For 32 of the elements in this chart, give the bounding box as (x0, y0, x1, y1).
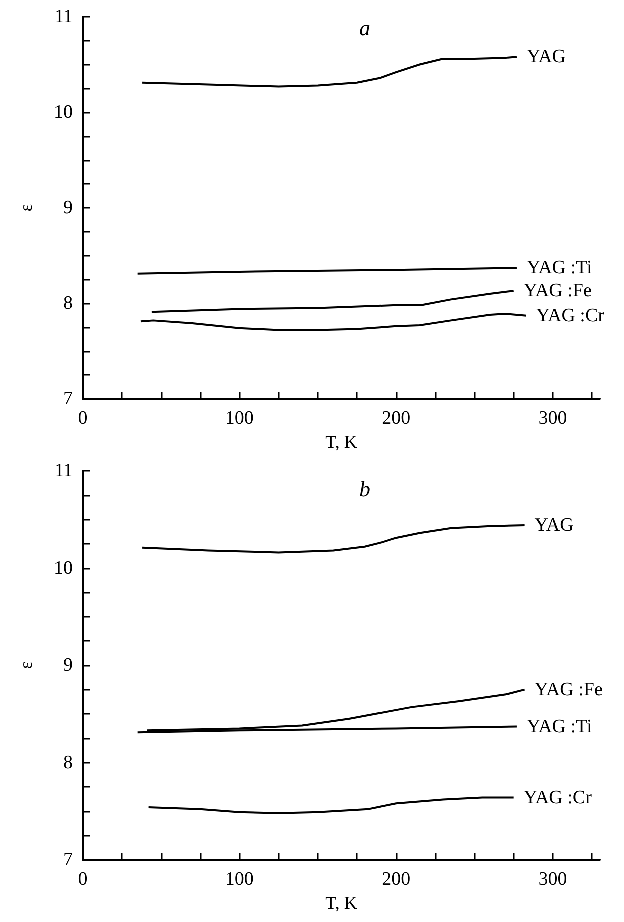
x-tick-label: 300 (538, 869, 568, 890)
series-label: YAG :Fe (524, 280, 592, 302)
series-label: YAG :Cr (524, 787, 593, 808)
x-tick-label: 200 (382, 408, 411, 429)
series-label: YAG :Ti (526, 716, 592, 738)
series-label: YAG (526, 46, 566, 68)
y-tick-label: 11 (54, 6, 73, 28)
x-axis-title: T, K (326, 432, 358, 452)
y-tick-label: 10 (54, 102, 73, 123)
y-tick-label: 7 (64, 850, 73, 870)
y-axis-title: ε (16, 661, 36, 670)
x-axis-title: T, K (326, 892, 358, 913)
x-tick-label: 300 (538, 408, 568, 429)
y-tick-label: 9 (64, 655, 73, 676)
series-label: YAG :Cr (536, 305, 606, 326)
y-tick-label: 9 (64, 198, 73, 218)
x-tick-label: 0 (78, 408, 88, 429)
x-tick-label: 200 (382, 869, 411, 890)
x-tick-label: 0 (78, 869, 88, 890)
x-tick-label: 100 (225, 408, 254, 429)
series-label: YAG :Fe (534, 679, 603, 700)
y-tick-label: 7 (64, 388, 73, 410)
chart-title: a (360, 16, 370, 40)
y-tick-label: 11 (54, 460, 73, 482)
series-label: YAG (534, 514, 574, 536)
chart-title: b (360, 476, 370, 502)
y-tick-label: 8 (64, 752, 73, 774)
y-axis-title: ε (16, 204, 36, 212)
y-tick-label: 8 (64, 293, 73, 314)
series-label: YAG :Ti (526, 258, 592, 279)
y-tick-label: 10 (54, 558, 73, 579)
x-tick-label: 100 (225, 869, 254, 890)
